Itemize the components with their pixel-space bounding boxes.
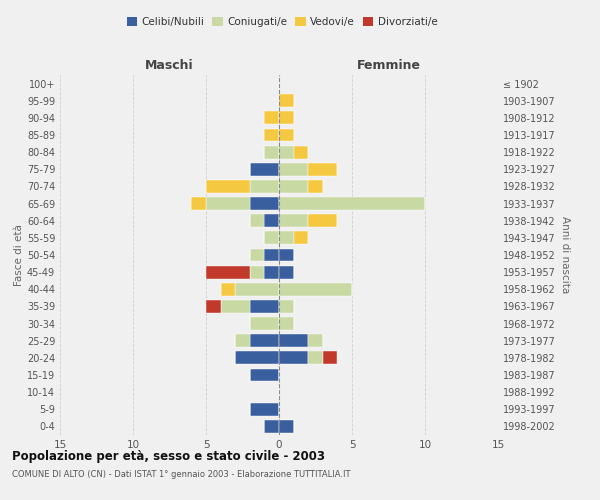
Bar <box>279 214 308 227</box>
Bar <box>308 214 337 227</box>
Y-axis label: Fasce di età: Fasce di età <box>14 224 24 286</box>
Bar <box>250 214 265 227</box>
Bar <box>265 248 279 262</box>
Bar <box>250 266 265 278</box>
Bar <box>191 197 206 210</box>
Bar <box>250 163 279 175</box>
Bar <box>279 248 293 262</box>
Bar <box>279 334 308 347</box>
Bar <box>308 334 323 347</box>
Bar <box>206 266 250 278</box>
Bar <box>293 146 308 158</box>
Bar <box>250 403 279 415</box>
Bar <box>250 180 279 193</box>
Bar <box>206 300 221 313</box>
Bar <box>279 197 425 210</box>
Bar <box>279 180 308 193</box>
Bar <box>250 334 279 347</box>
Bar <box>279 128 293 141</box>
Bar <box>265 128 279 141</box>
Bar <box>265 146 279 158</box>
Legend: Celibi/Nubili, Coniugati/e, Vedovi/e, Divorziati/e: Celibi/Nubili, Coniugati/e, Vedovi/e, Di… <box>122 12 442 32</box>
Bar <box>206 180 250 193</box>
Text: Maschi: Maschi <box>145 58 194 71</box>
Bar <box>293 232 308 244</box>
Bar <box>279 300 293 313</box>
Bar <box>279 232 293 244</box>
Bar <box>308 180 323 193</box>
Bar <box>279 163 308 175</box>
Bar <box>250 248 265 262</box>
Bar <box>279 94 293 107</box>
Text: Popolazione per età, sesso e stato civile - 2003: Popolazione per età, sesso e stato civil… <box>12 450 325 463</box>
Bar <box>250 368 279 382</box>
Bar <box>265 420 279 433</box>
Bar <box>250 317 279 330</box>
Bar <box>279 146 293 158</box>
Bar <box>221 283 235 296</box>
Bar <box>250 197 279 210</box>
Bar <box>279 283 352 296</box>
Bar <box>323 352 337 364</box>
Bar <box>265 266 279 278</box>
Bar <box>250 300 279 313</box>
Bar <box>265 214 279 227</box>
Text: Femmine: Femmine <box>356 58 421 71</box>
Bar <box>308 163 337 175</box>
Bar <box>308 352 323 364</box>
Bar <box>235 334 250 347</box>
Bar <box>279 112 293 124</box>
Bar <box>221 300 250 313</box>
Text: COMUNE DI ALTO (CN) - Dati ISTAT 1° gennaio 2003 - Elaborazione TUTTITALIA.IT: COMUNE DI ALTO (CN) - Dati ISTAT 1° genn… <box>12 470 350 479</box>
Bar <box>265 232 279 244</box>
Bar <box>279 266 293 278</box>
Bar <box>235 352 279 364</box>
Bar <box>279 352 308 364</box>
Bar <box>265 112 279 124</box>
Bar <box>279 420 293 433</box>
Y-axis label: Anni di nascita: Anni di nascita <box>560 216 569 294</box>
Bar <box>235 283 279 296</box>
Bar <box>279 317 293 330</box>
Bar <box>206 197 250 210</box>
